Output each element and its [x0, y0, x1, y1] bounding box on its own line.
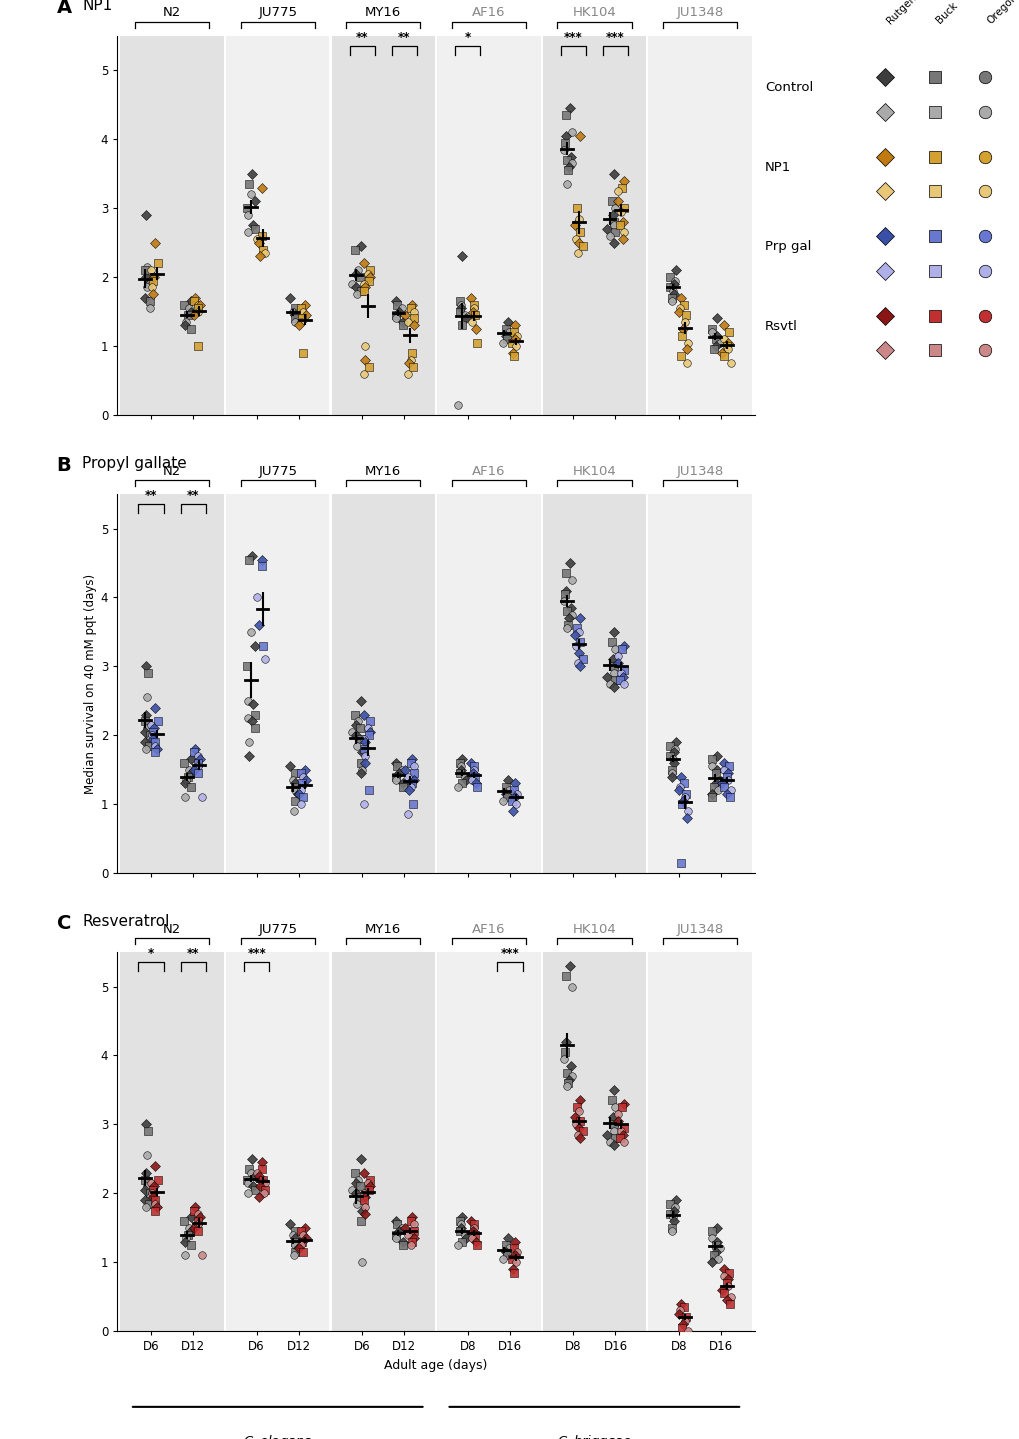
Text: AF16: AF16: [472, 465, 505, 478]
Text: Buck: Buck: [933, 0, 959, 26]
Bar: [120, 36, 224, 414]
Text: HK104: HK104: [572, 465, 615, 478]
Bar: [542, 494, 645, 873]
Text: N2: N2: [163, 6, 181, 20]
Bar: [647, 494, 751, 873]
Text: Oregon: Oregon: [984, 0, 1018, 26]
Text: AF16: AF16: [472, 922, 505, 935]
Text: N2: N2: [163, 922, 181, 935]
Text: *: *: [148, 947, 154, 960]
Text: Rutgers: Rutgers: [884, 0, 919, 26]
Text: JU1348: JU1348: [676, 465, 722, 478]
Text: Prp gal: Prp gal: [764, 240, 810, 253]
Bar: [226, 36, 329, 414]
Bar: [331, 953, 434, 1331]
Text: **: **: [397, 32, 411, 45]
Bar: [120, 953, 224, 1331]
Text: Control: Control: [764, 81, 812, 95]
Text: A: A: [57, 0, 71, 17]
Text: N2: N2: [163, 465, 181, 478]
Text: ***: ***: [247, 947, 266, 960]
Text: MY16: MY16: [365, 465, 401, 478]
Text: NP1: NP1: [764, 161, 791, 174]
Bar: [120, 494, 224, 873]
Text: JU775: JU775: [258, 465, 297, 478]
Text: **: **: [186, 947, 200, 960]
Text: **: **: [145, 489, 157, 502]
Text: JU1348: JU1348: [676, 922, 722, 935]
Text: JU775: JU775: [258, 6, 297, 20]
Bar: [437, 953, 540, 1331]
Text: HK104: HK104: [572, 922, 615, 935]
Text: MY16: MY16: [365, 922, 401, 935]
Text: JU1348: JU1348: [676, 6, 722, 20]
Text: **: **: [186, 489, 200, 502]
Bar: [331, 494, 434, 873]
Bar: [226, 494, 329, 873]
Bar: [647, 36, 751, 414]
Bar: [437, 36, 540, 414]
Text: ***: ***: [500, 947, 519, 960]
Bar: [542, 36, 645, 414]
Text: $\it{C. elegans}$: $\it{C. elegans}$: [243, 1433, 312, 1439]
Bar: [226, 953, 329, 1331]
Text: Resveratrol: Resveratrol: [83, 914, 169, 930]
Text: NP1: NP1: [83, 0, 112, 13]
Bar: [437, 494, 540, 873]
Text: JU775: JU775: [258, 922, 297, 935]
Text: ***: ***: [605, 32, 625, 45]
Bar: [542, 953, 645, 1331]
Bar: [331, 36, 434, 414]
Text: B: B: [57, 456, 71, 475]
Text: MY16: MY16: [365, 6, 401, 20]
Text: C: C: [57, 914, 71, 934]
Text: AF16: AF16: [472, 6, 505, 20]
Text: ***: ***: [564, 32, 582, 45]
Text: **: **: [356, 32, 368, 45]
Text: Propyl gallate: Propyl gallate: [83, 456, 186, 471]
Text: Rsvtl: Rsvtl: [764, 319, 797, 332]
Text: HK104: HK104: [572, 6, 615, 20]
Bar: [647, 953, 751, 1331]
X-axis label: Adult age (days): Adult age (days): [384, 1358, 487, 1371]
Y-axis label: Median survival on 40 mM pqt (days): Median survival on 40 mM pqt (days): [84, 574, 97, 793]
Text: *: *: [464, 32, 471, 45]
Text: $\it{C. briggsae}$: $\it{C. briggsae}$: [556, 1433, 631, 1439]
